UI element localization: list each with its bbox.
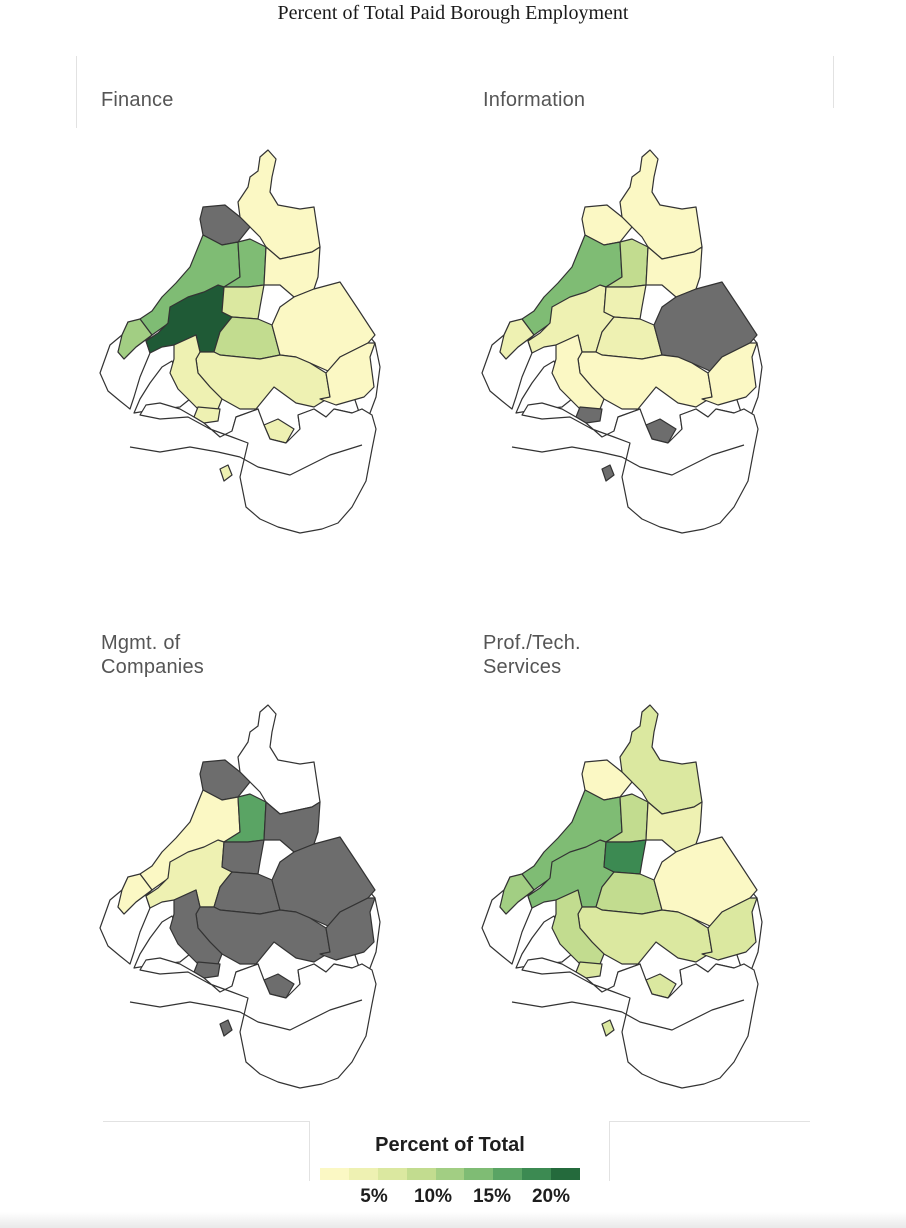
region-west-end (117, 318, 153, 360)
region-southeast (319, 342, 376, 406)
region-far-south (521, 957, 759, 1089)
panel-label-prof-tech: Prof./Tech. Services (483, 632, 581, 678)
region-southwest (169, 889, 223, 967)
frame-line-bottom-left-v (309, 1121, 310, 1181)
region-east-band (263, 801, 321, 853)
map-information (481, 149, 763, 534)
panel-label-mgmt-companies: Mgmt. of Companies (101, 632, 204, 678)
region-southwest (551, 334, 605, 412)
region-east-band (645, 801, 703, 853)
region-southeast (319, 897, 376, 961)
region-far-south (521, 402, 759, 534)
region-far-south (139, 957, 377, 1089)
borough-boundary-line (129, 999, 363, 1031)
frame-line-top-right (833, 56, 834, 108)
region-west-end (499, 873, 535, 915)
region-west-end (499, 318, 535, 360)
region-central-small (221, 284, 265, 320)
legend-swatch (464, 1168, 494, 1180)
frame-line-bottom-right-v (609, 1121, 610, 1181)
region-east-band (263, 246, 321, 298)
legend-swatch (551, 1168, 581, 1180)
panel-label-information: Information (483, 89, 586, 111)
legend-swatch (522, 1168, 552, 1180)
borough-boundary-line (511, 444, 745, 476)
region-far-south (139, 402, 377, 534)
legend-swatch (348, 1168, 378, 1180)
legend-tick-10: 10% (413, 1186, 453, 1207)
map-finance (99, 149, 381, 534)
region-southwest (551, 889, 605, 967)
region-southeast (701, 897, 758, 961)
legend-swatch (435, 1168, 465, 1180)
page-title: Percent of Total Paid Borough Employment (277, 2, 629, 24)
legend-swatch (320, 1168, 349, 1180)
legend-swatch (406, 1168, 436, 1180)
legend-tick-20: 20% (531, 1186, 571, 1207)
region-west-end (117, 873, 153, 915)
legend-swatch (493, 1168, 523, 1180)
region-southeast (701, 342, 758, 406)
map-prof-tech (481, 704, 763, 1089)
legend-tick-15: 15% (472, 1186, 512, 1207)
borough-boundary-line (511, 999, 745, 1031)
region-southwest (169, 334, 223, 412)
region-central-small (221, 839, 265, 875)
legend-swatch (377, 1168, 407, 1180)
legend-tick-5: 5% (360, 1186, 388, 1207)
region-east-band (645, 246, 703, 298)
frame-line-bottom-left (103, 1121, 309, 1122)
region-central-small (603, 839, 647, 875)
frame-line-bottom-right (609, 1121, 810, 1122)
frame-line-top-left (76, 56, 77, 128)
region-central-small (603, 284, 647, 320)
legend-color-bar (320, 1168, 581, 1180)
map-mgmt-companies (99, 704, 381, 1089)
borough-boundary-line (129, 444, 363, 476)
panel-label-finance: Finance (101, 89, 174, 111)
legend-title: Percent of Total (375, 1134, 525, 1156)
bottom-edge-shadow (0, 1212, 906, 1228)
